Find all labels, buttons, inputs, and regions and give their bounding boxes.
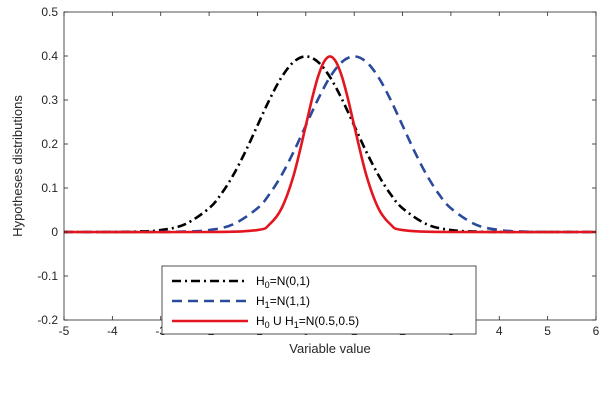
series-line-2 (63, 55, 597, 234)
y-tick-label: 0.5 (41, 5, 58, 19)
series-layer (63, 55, 597, 234)
y-tick-label: -0.1 (37, 269, 58, 283)
y-tick-label: 0.3 (41, 93, 58, 107)
legend-label-1: H0=N(0,1) (256, 274, 310, 290)
x-tick-label: 5 (544, 324, 551, 338)
y-tick-label: 0.1 (41, 181, 58, 195)
x-tick-label: -4 (107, 324, 118, 338)
x-axis-label: Variable value (289, 341, 370, 356)
y-tick-label: 0 (51, 225, 58, 239)
x-tick-label: 6 (593, 324, 600, 338)
legend-entries: H0=N(0,1) H1=N(1,1) H0 U H1=N(0.5,0.5) (172, 274, 359, 330)
y-tick-label: 0.4 (41, 49, 58, 63)
legend: H0=N(0,1) H1=N(1,1) H0 U H1=N(0.5,0.5) (161, 265, 477, 335)
y-tick-label: 0.2 (41, 137, 58, 151)
series-line-3 (63, 55, 597, 234)
legend-label-3: H0 U H1=N(0.5,0.5) (256, 314, 359, 330)
legend-box (161, 265, 477, 335)
x-tick-label: -5 (59, 324, 70, 338)
y-tick-label: -0.2 (37, 313, 58, 327)
legend-label-2: H1=N(1,1) (256, 294, 310, 310)
x-tick-label: 4 (496, 324, 503, 338)
x-tick-label: -3 (155, 324, 166, 338)
y-axis-label: Hypotheses distributions (10, 95, 25, 237)
